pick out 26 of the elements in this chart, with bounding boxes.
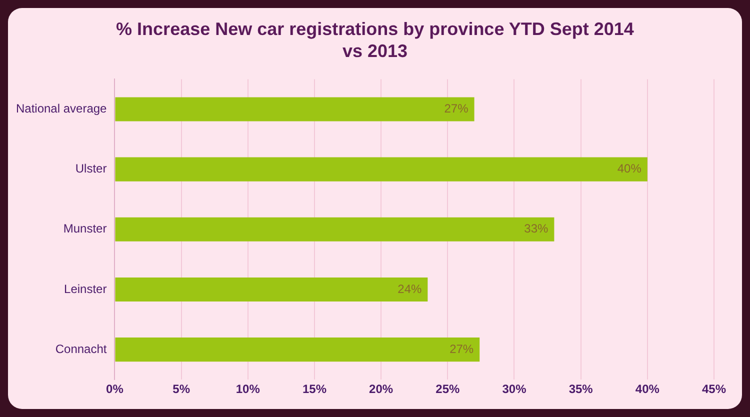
bar xyxy=(115,97,474,122)
y-tick-label: Connacht xyxy=(55,342,108,356)
data-label: 24% xyxy=(398,282,422,296)
x-tick-label: 0% xyxy=(106,382,124,396)
x-tick-label: 35% xyxy=(568,382,594,396)
x-tick-label: 20% xyxy=(369,382,394,396)
data-label: 27% xyxy=(450,342,474,356)
x-tick-label: 45% xyxy=(702,382,726,396)
bar xyxy=(115,157,648,182)
x-tick-label: 30% xyxy=(502,382,527,396)
x-tick-label: 5% xyxy=(172,382,190,396)
x-tick-label: 10% xyxy=(236,382,260,396)
data-label: 40% xyxy=(617,162,642,176)
data-label: 27% xyxy=(444,102,469,116)
bar xyxy=(115,277,428,302)
y-tick-label: Munster xyxy=(63,222,107,236)
bar xyxy=(115,217,554,242)
bar xyxy=(115,338,480,362)
data-label: 33% xyxy=(524,222,549,236)
y-tick-label: National average xyxy=(16,102,108,116)
y-tick-label: Ulster xyxy=(75,162,107,176)
chart-title: % Increase New car registrations by province YTD Sept 2014 vs 2013 xyxy=(115,18,635,62)
x-tick-label: 25% xyxy=(436,382,460,396)
x-tick-label: 15% xyxy=(302,382,327,396)
y-tick-label: Leinster xyxy=(64,282,107,296)
x-tick-label: 40% xyxy=(635,382,660,396)
